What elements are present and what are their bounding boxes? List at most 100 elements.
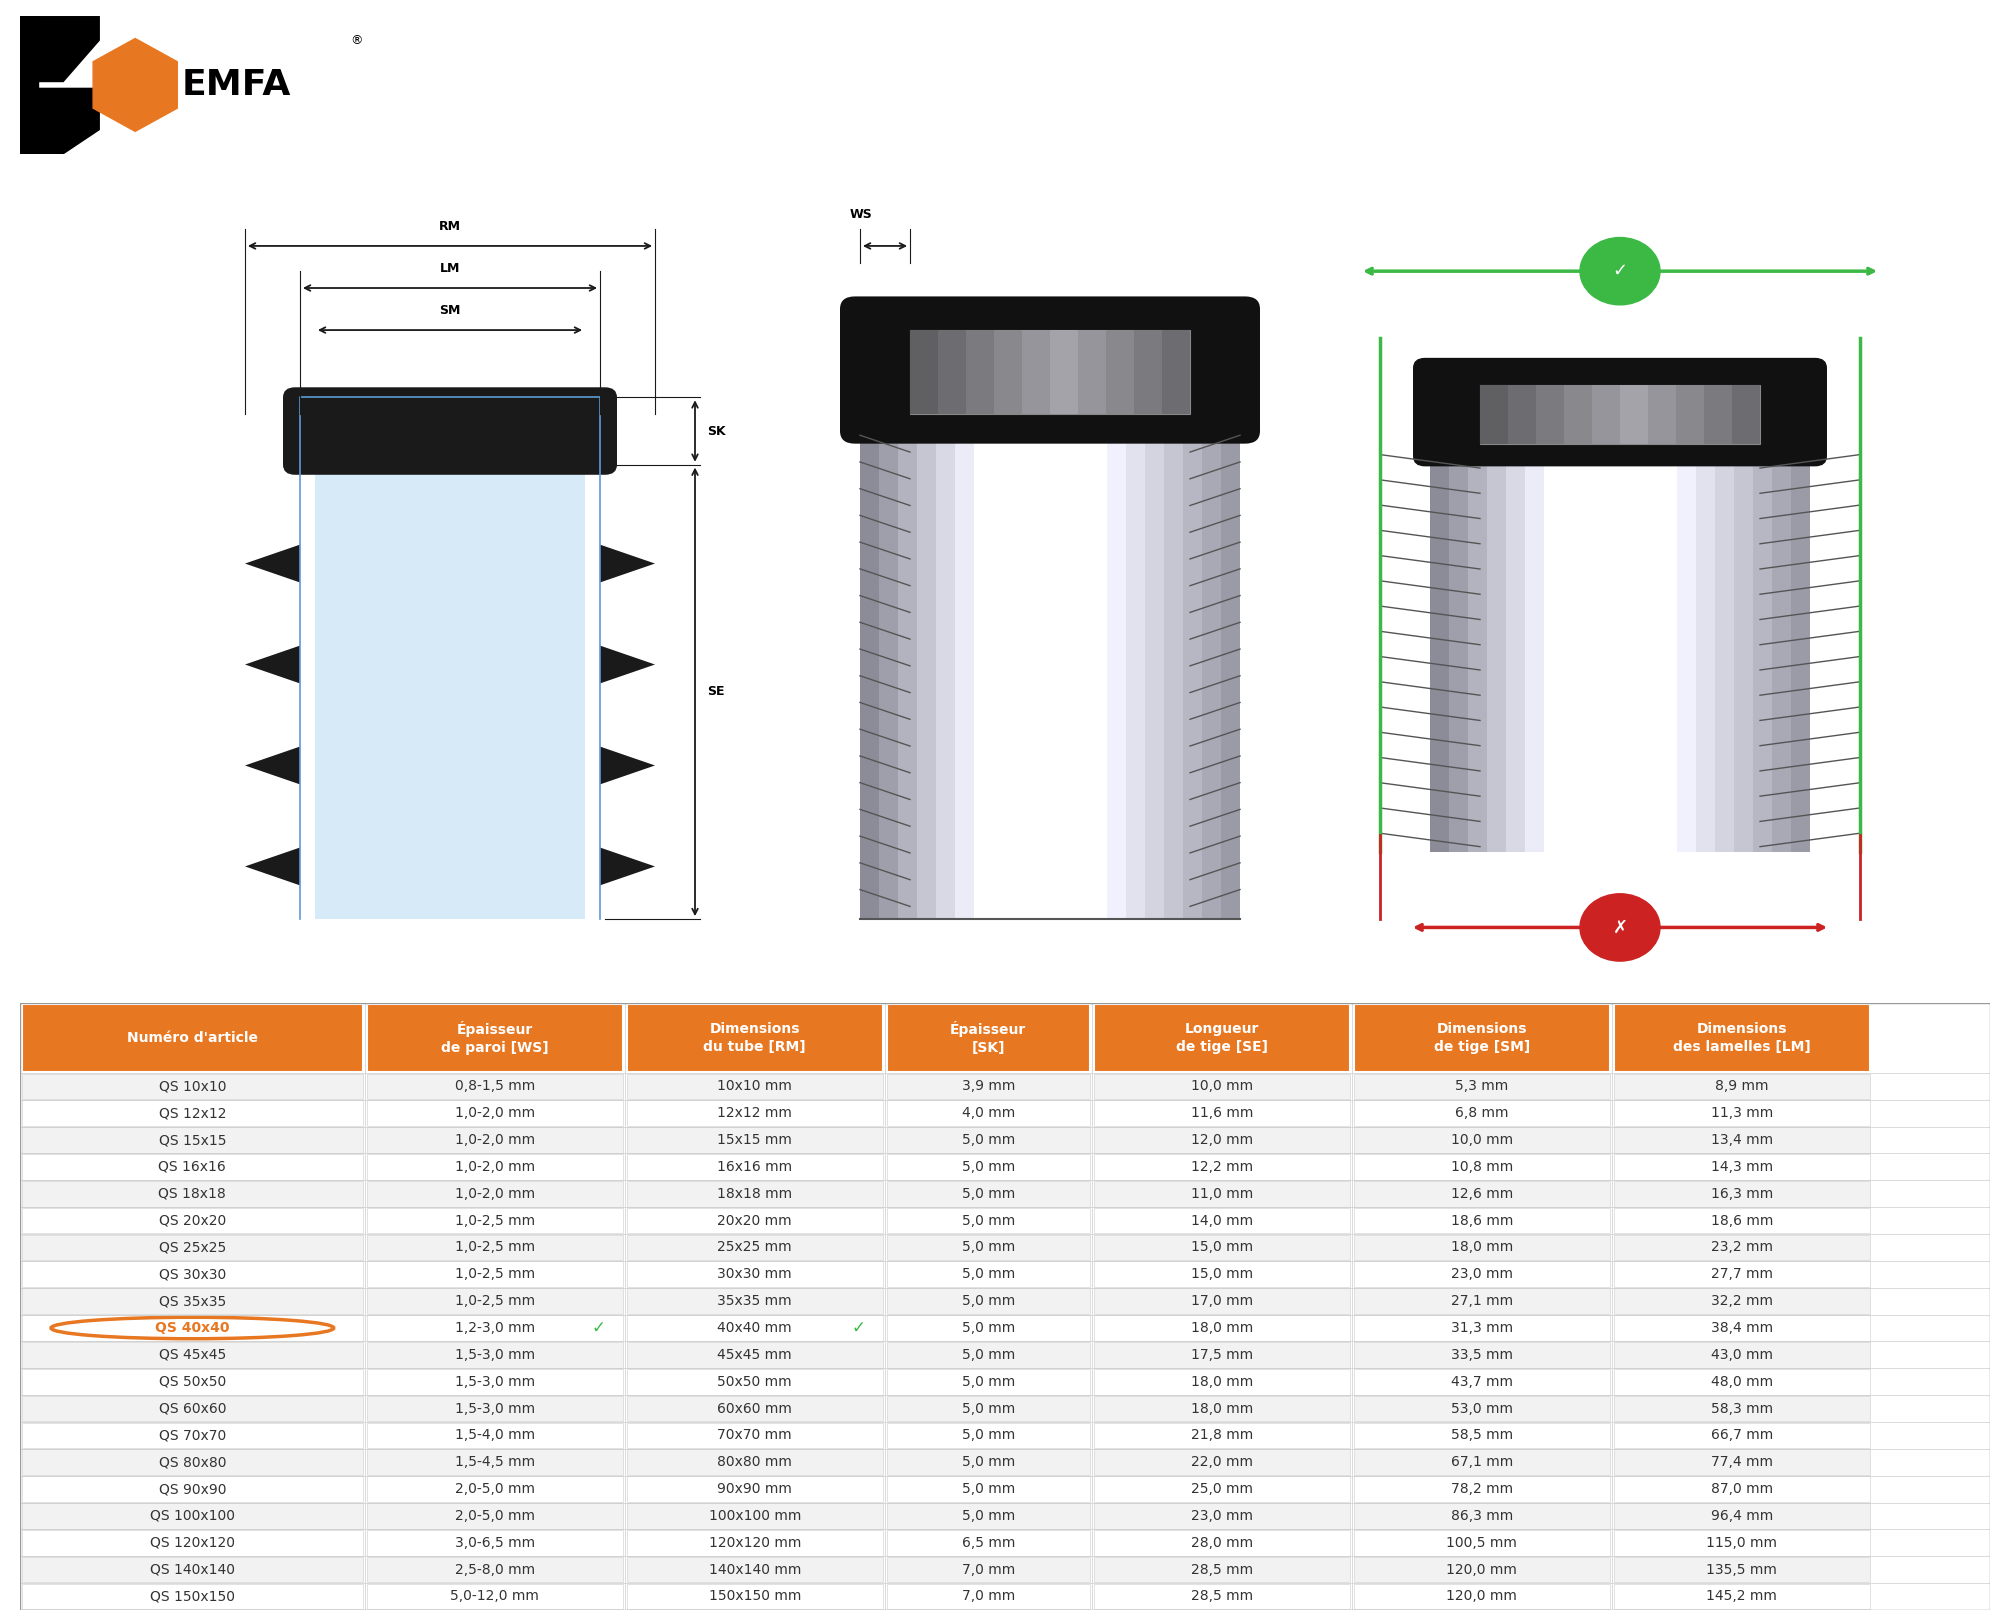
Text: 5,0 mm: 5,0 mm <box>962 1160 1014 1175</box>
Text: 1,0-2,5 mm: 1,0-2,5 mm <box>454 1294 534 1307</box>
Bar <box>1354 1476 1610 1502</box>
Bar <box>886 1341 1090 1367</box>
Bar <box>1162 330 1190 414</box>
Text: 27,7 mm: 27,7 mm <box>1710 1267 1772 1281</box>
Bar <box>1488 372 1506 851</box>
Text: 7,0 mm: 7,0 mm <box>962 1589 1014 1603</box>
Bar <box>1614 1003 1870 1073</box>
Bar <box>1614 1262 1870 1288</box>
Bar <box>366 1450 622 1476</box>
Text: 1,0-2,0 mm: 1,0-2,0 mm <box>454 1186 534 1201</box>
Bar <box>366 1503 622 1529</box>
Bar <box>1094 1262 1350 1288</box>
Text: 1,5-4,0 mm: 1,5-4,0 mm <box>454 1429 534 1442</box>
Bar <box>1640 372 1658 851</box>
Bar <box>886 1181 1090 1207</box>
Text: 45x45 mm: 45x45 mm <box>718 1348 792 1362</box>
Bar <box>1354 1584 1610 1610</box>
Bar <box>1614 1422 1870 1448</box>
Bar <box>626 1422 882 1448</box>
Text: 30x30 mm: 30x30 mm <box>718 1267 792 1281</box>
Text: 120x120 mm: 120x120 mm <box>708 1535 800 1550</box>
Text: 15,0 mm: 15,0 mm <box>1190 1241 1252 1254</box>
Bar <box>886 1288 1090 1314</box>
Text: QS 80x80: QS 80x80 <box>158 1455 226 1469</box>
Text: 25x25 mm: 25x25 mm <box>718 1241 792 1254</box>
Text: 1,0-2,5 mm: 1,0-2,5 mm <box>454 1214 534 1228</box>
Polygon shape <box>600 746 656 785</box>
Bar <box>1050 330 1078 414</box>
Bar <box>626 1396 882 1421</box>
Bar <box>974 314 992 919</box>
Bar <box>910 330 1190 414</box>
Text: 5,3 mm: 5,3 mm <box>1456 1079 1508 1094</box>
Bar <box>1354 1100 1610 1126</box>
Bar <box>1094 1476 1350 1502</box>
Bar <box>1354 1315 1610 1341</box>
Bar <box>886 1369 1090 1395</box>
Text: 1,0-2,5 mm: 1,0-2,5 mm <box>454 1267 534 1281</box>
Bar <box>366 1181 622 1207</box>
Bar <box>860 314 1240 919</box>
Text: 25,0 mm: 25,0 mm <box>1190 1482 1252 1497</box>
Text: 33,5 mm: 33,5 mm <box>1450 1348 1512 1362</box>
Bar <box>1468 372 1488 851</box>
Bar <box>1164 314 1184 919</box>
Bar <box>1354 1288 1610 1314</box>
Text: 6,8 mm: 6,8 mm <box>1454 1107 1508 1120</box>
Bar <box>886 1584 1090 1610</box>
Text: 35x35 mm: 35x35 mm <box>718 1294 792 1307</box>
Text: 23,0 mm: 23,0 mm <box>1450 1267 1512 1281</box>
Text: 80x80 mm: 80x80 mm <box>718 1455 792 1469</box>
Bar <box>1696 372 1716 851</box>
Bar <box>1202 314 1220 919</box>
Bar <box>886 1100 1090 1126</box>
Bar <box>1614 1128 1870 1154</box>
Text: 5,0 mm: 5,0 mm <box>962 1320 1014 1335</box>
Bar <box>366 1531 622 1555</box>
Bar <box>1648 385 1676 443</box>
Text: RM: RM <box>440 220 460 233</box>
Text: QS 12x12: QS 12x12 <box>158 1107 226 1120</box>
Text: 70x70 mm: 70x70 mm <box>718 1429 792 1442</box>
Bar <box>22 1503 362 1529</box>
Text: 5,0 mm: 5,0 mm <box>962 1214 1014 1228</box>
Text: 18,6 mm: 18,6 mm <box>1710 1214 1772 1228</box>
Bar <box>1354 1531 1610 1555</box>
Text: 100x100 mm: 100x100 mm <box>708 1510 800 1523</box>
Bar <box>626 1450 882 1476</box>
Text: 5,0 mm: 5,0 mm <box>962 1267 1014 1281</box>
Text: 115,0 mm: 115,0 mm <box>1706 1535 1778 1550</box>
Bar <box>22 1531 362 1555</box>
Text: 22,0 mm: 22,0 mm <box>1190 1455 1252 1469</box>
Bar <box>1094 1100 1350 1126</box>
Text: 5,0 mm: 5,0 mm <box>962 1510 1014 1523</box>
Text: SK: SK <box>708 424 726 437</box>
Bar <box>1614 1341 1870 1367</box>
Bar <box>1094 1503 1350 1529</box>
Text: 43,0 mm: 43,0 mm <box>1710 1348 1772 1362</box>
Text: 38,4 mm: 38,4 mm <box>1710 1320 1772 1335</box>
Bar <box>966 330 994 414</box>
Text: 5,0 mm: 5,0 mm <box>962 1133 1014 1147</box>
Bar <box>886 1128 1090 1154</box>
Bar <box>1354 1154 1610 1180</box>
Text: Épaisseur
[SK]: Épaisseur [SK] <box>950 1021 1026 1055</box>
Text: QS 10x10: QS 10x10 <box>158 1079 226 1094</box>
Bar <box>1094 1531 1350 1555</box>
Text: 12,6 mm: 12,6 mm <box>1450 1186 1512 1201</box>
Bar <box>1354 1369 1610 1395</box>
Bar <box>1144 314 1164 919</box>
Bar <box>1094 1341 1350 1367</box>
Bar <box>1614 1074 1870 1099</box>
Text: 87,0 mm: 87,0 mm <box>1710 1482 1772 1497</box>
Bar <box>22 1100 362 1126</box>
Bar <box>994 330 1022 414</box>
Text: 11,6 mm: 11,6 mm <box>1190 1107 1252 1120</box>
Bar <box>860 314 880 919</box>
Bar <box>22 1369 362 1395</box>
Bar <box>1480 385 1760 443</box>
Bar <box>1094 1128 1350 1154</box>
Text: 40x40 mm: 40x40 mm <box>718 1320 792 1335</box>
Circle shape <box>1580 238 1660 304</box>
